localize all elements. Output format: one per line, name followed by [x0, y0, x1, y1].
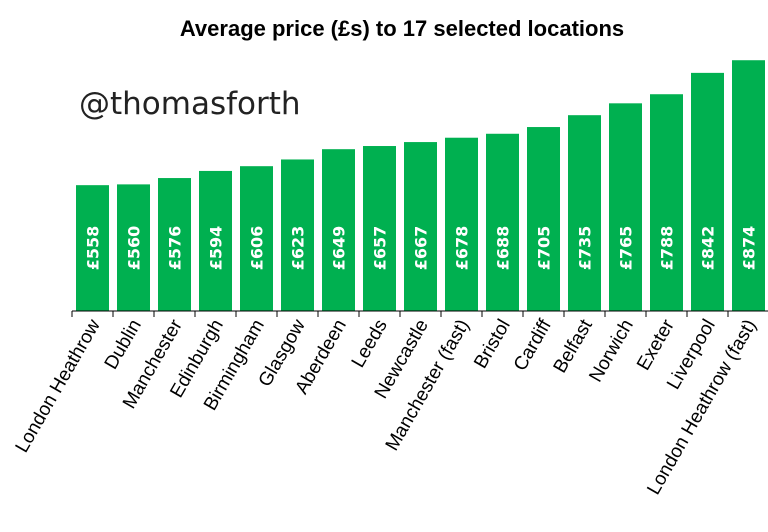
- value-label-14: £788: [658, 226, 677, 271]
- value-label-10: £688: [494, 226, 513, 271]
- bar-9: [445, 137, 478, 311]
- category-label-10: Bristol: [470, 316, 515, 372]
- bar-11: [527, 127, 560, 311]
- bar-14: [650, 94, 683, 312]
- bar-0: [76, 185, 109, 311]
- bar-3: [199, 170, 232, 311]
- bars-group: £558 £560 £576 £594 £606 £623 £649 £657 £667 £678…: [76, 60, 765, 312]
- watermark-handle: @thomasforth: [79, 86, 301, 122]
- bar-13: [609, 103, 642, 311]
- value-label-6: £649: [330, 226, 349, 271]
- value-label-4: £606: [248, 226, 267, 271]
- bar-5: [281, 159, 314, 311]
- bar-10: [486, 133, 519, 311]
- value-label-12: £735: [576, 226, 595, 271]
- value-label-0: £558: [84, 226, 103, 271]
- value-label-7: £657: [371, 226, 390, 271]
- value-label-3: £594: [207, 226, 226, 271]
- value-label-1: £560: [125, 226, 144, 271]
- bar-16: [732, 60, 765, 312]
- category-label-1: Dublin: [101, 316, 146, 373]
- bar-1: [117, 184, 150, 311]
- value-label-9: £678: [453, 226, 472, 271]
- bar-2: [158, 178, 191, 311]
- category-label-0: London Heathrow: [12, 316, 105, 457]
- x-axis-ticks: [71, 311, 729, 317]
- chart-title: Average price (£s) to 17 selected locati…: [180, 16, 624, 41]
- value-label-11: £705: [535, 226, 554, 271]
- bar-4: [240, 166, 273, 311]
- bar-15: [691, 72, 724, 311]
- value-label-16: £874: [740, 226, 759, 271]
- value-label-5: £623: [289, 226, 308, 271]
- bar-8: [404, 142, 437, 311]
- value-label-15: £842: [699, 226, 718, 271]
- value-label-13: £765: [617, 226, 636, 271]
- category-label-7: Leeds: [348, 316, 392, 371]
- bar-6: [322, 149, 355, 311]
- value-label-2: £576: [166, 226, 185, 271]
- x-axis-labels: London HeathrowDublinManchesterEdinburgh…: [12, 315, 761, 498]
- bar-7: [363, 146, 396, 311]
- value-label-8: £667: [412, 226, 431, 271]
- bar-12: [568, 115, 601, 311]
